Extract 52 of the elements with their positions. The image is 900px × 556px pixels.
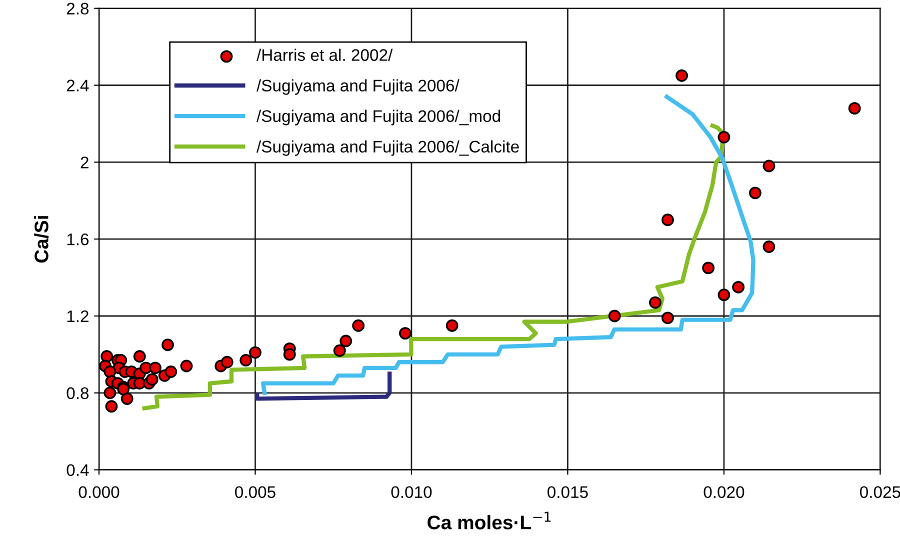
- y-tick-label: 2: [80, 156, 88, 168]
- legend-label: /Sugiyama and Fujita 2006/: [256, 79, 460, 95]
- y-tick-label: 2.8: [66, 2, 89, 15]
- point: [748, 186, 762, 200]
- y-tick-label: 1.2: [67, 310, 88, 322]
- point: [146, 373, 158, 386]
- x-tick-label: 0.025: [860, 486, 900, 498]
- point: [762, 240, 776, 253]
- point: [446, 319, 458, 332]
- point: [676, 69, 688, 82]
- legend-label: /Sugiyama and Fujita 2006/_Calcite: [256, 140, 519, 156]
- point: [718, 288, 730, 302]
- point: [662, 214, 674, 226]
- x-tick-label: 0.010: [391, 486, 432, 498]
- point: [164, 366, 178, 378]
- legend-label: /Sugiyama and Fujita 2006/_mod: [256, 110, 500, 126]
- point: [104, 366, 116, 378]
- y-tick-label: 0.4: [66, 464, 89, 476]
- y-tick-label: 2.4: [66, 80, 89, 92]
- point: [333, 344, 346, 357]
- point: [162, 338, 174, 352]
- point: [104, 386, 116, 400]
- point: [180, 360, 193, 372]
- point: [340, 334, 352, 348]
- point: [702, 262, 715, 274]
- point: [220, 356, 234, 368]
- point: [240, 354, 252, 366]
- x-tick-label: 0.005: [235, 486, 276, 498]
- line-series: [255, 372, 392, 401]
- point: [399, 327, 412, 340]
- point: [133, 350, 146, 363]
- x-tick-label: 0.020: [704, 486, 744, 498]
- point: [105, 400, 118, 413]
- point: [249, 346, 262, 359]
- point: [718, 130, 730, 144]
- y-axis-title: Ca/Si: [34, 216, 49, 263]
- x-tick-label: 0.015: [548, 486, 588, 498]
- point: [608, 310, 621, 322]
- point: [662, 312, 674, 324]
- point: [762, 160, 776, 172]
- x-tick-label: 0.000: [78, 486, 120, 498]
- point: [649, 296, 662, 309]
- y-tick-label: 1.6: [67, 233, 89, 246]
- point: [352, 319, 365, 332]
- x-axis-title: Ca moles·L$^{−1}$: [428, 512, 551, 530]
- point: [149, 362, 162, 374]
- y-tick-label: 0.8: [66, 387, 89, 400]
- point: [120, 392, 134, 405]
- point: [283, 348, 296, 361]
- point: [848, 102, 861, 115]
- point: [732, 280, 745, 294]
- legend-label: /Harris et al. 2002/: [256, 48, 393, 61]
